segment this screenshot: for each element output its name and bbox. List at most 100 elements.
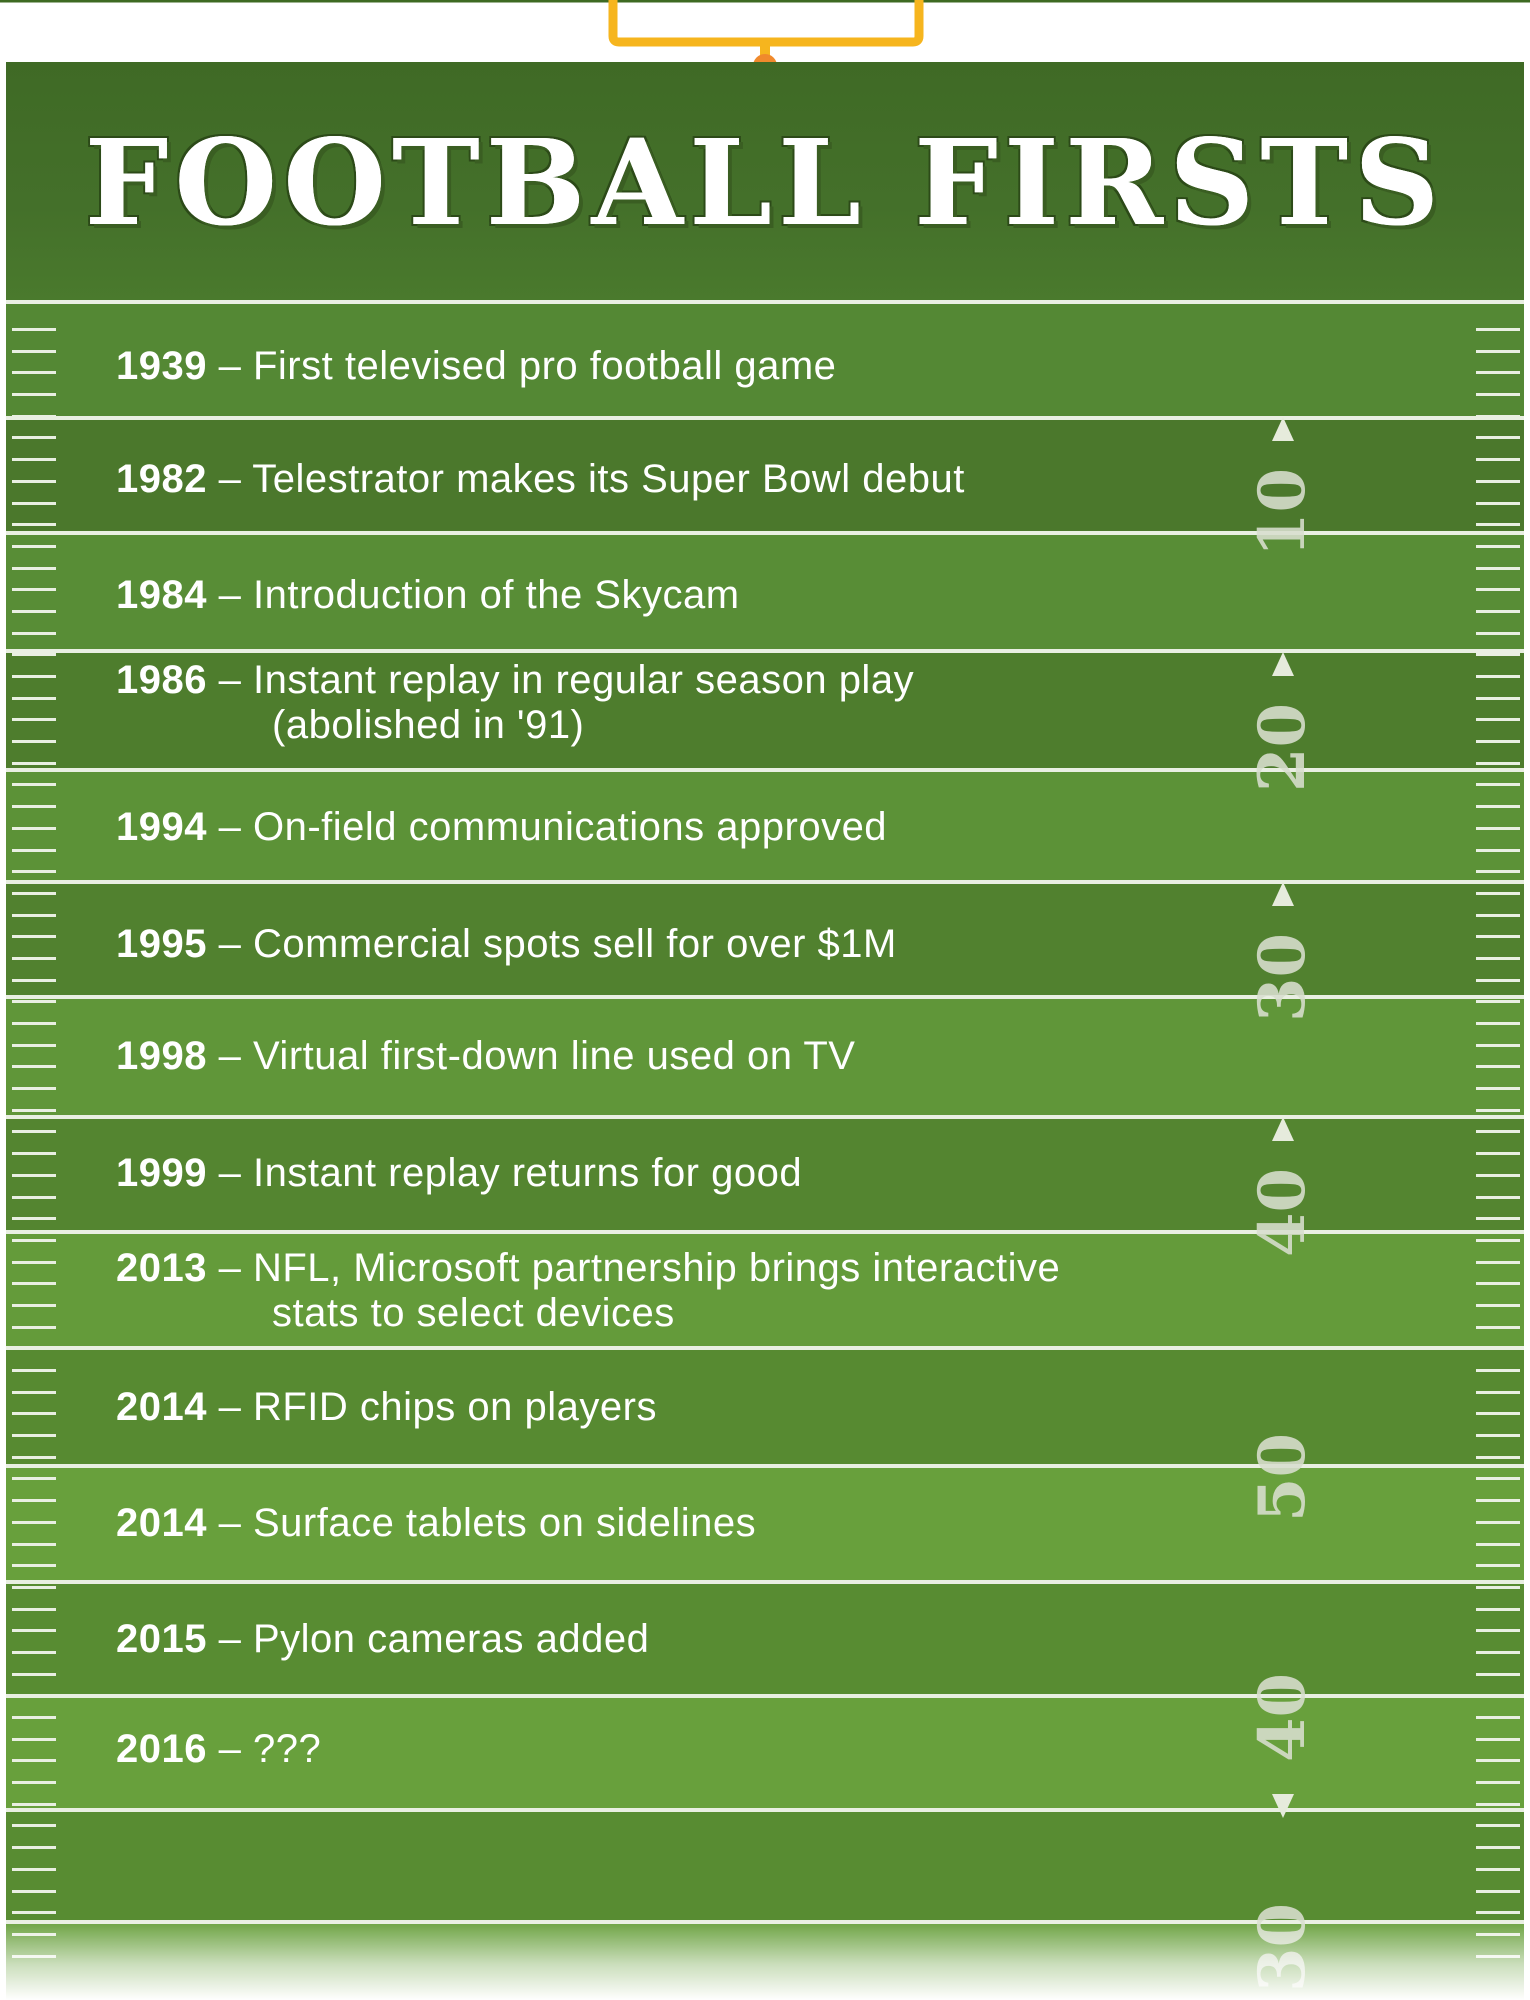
separator-dash: –	[206, 1617, 253, 1661]
hash-mark	[1476, 1629, 1520, 1633]
hash-mark	[1476, 1607, 1520, 1611]
event-text: Pylon cameras added	[252, 1617, 650, 1661]
hash-mark	[1476, 805, 1520, 809]
hash-mark	[12, 414, 56, 418]
hash-mark	[1476, 1542, 1520, 1546]
hash-mark	[1476, 696, 1520, 700]
hash-mark	[1476, 609, 1520, 613]
separator-dash: –	[206, 344, 253, 388]
bottom-fade	[6, 1920, 1524, 2000]
field-stripe	[6, 1582, 1524, 1696]
hash-mark	[1476, 501, 1520, 505]
arrow-down-icon	[1272, 1794, 1294, 1818]
event-year: 1994	[116, 805, 207, 849]
timeline-entry: 1986 – Instant replay in regular season …	[116, 658, 914, 748]
hash-mark	[12, 501, 56, 505]
page-title: FOOTBALL FIRSTS	[84, 113, 1446, 252]
hash-mark	[12, 1065, 56, 1069]
yard-line	[6, 995, 1524, 999]
hash-mark	[12, 783, 56, 787]
timeline-entry: 1994 – On-field communications approved	[116, 805, 887, 850]
hash-mark	[12, 1087, 56, 1091]
event-text: ???	[252, 1727, 322, 1771]
event-year: 1939	[116, 344, 207, 388]
hash-mark	[12, 1781, 56, 1785]
hash-mark	[1476, 1065, 1520, 1069]
yard-number: 10	[1245, 467, 1320, 557]
arrow-up-icon	[1272, 1117, 1294, 1141]
hash-mark	[1476, 1152, 1520, 1156]
hash-mark	[1476, 1802, 1520, 1806]
separator-dash: –	[206, 457, 253, 501]
hash-mark	[1476, 1889, 1520, 1893]
field-stripe	[6, 1117, 1524, 1232]
yard-number: 40	[1245, 1672, 1320, 1762]
hash-mark	[12, 1824, 56, 1828]
separator-dash: –	[206, 658, 253, 702]
timeline-entry: 2016 – ???	[116, 1727, 321, 1772]
event-text-continued: (abolished in '91)	[272, 703, 585, 747]
hash-mark	[1476, 1369, 1520, 1372]
hash-mark	[12, 523, 56, 527]
yard-number: 40	[1245, 1167, 1320, 1257]
yard-line	[6, 1115, 1524, 1119]
hash-mark	[12, 805, 56, 809]
hash-mark	[1476, 1043, 1520, 1047]
hash-mark	[1476, 1434, 1520, 1438]
field-stripe	[6, 1810, 1524, 1922]
event-text: Surface tablets on sidelines	[252, 1501, 757, 1545]
hash-mark	[1476, 1347, 1520, 1351]
hash-mark	[1476, 1585, 1520, 1589]
hash-mark	[12, 1152, 56, 1156]
hash-mark	[1476, 1781, 1520, 1785]
field-stripe	[6, 1232, 1524, 1348]
hash-mark	[1476, 1260, 1520, 1264]
field-stripe	[6, 1466, 1524, 1582]
hash-mark	[1476, 1672, 1520, 1676]
hash-mark	[12, 1043, 56, 1047]
yard-line	[6, 1580, 1524, 1584]
arrow-up-icon	[1272, 882, 1294, 906]
hash-mark	[1476, 1520, 1520, 1524]
hash-mark	[1476, 349, 1520, 353]
hash-mark	[12, 1217, 56, 1221]
hash-mark	[12, 1759, 56, 1763]
separator-dash: –	[206, 1151, 253, 1195]
hash-mark	[12, 1716, 56, 1719]
hash-mark	[1476, 479, 1520, 483]
hash-mark	[1476, 588, 1520, 592]
hash-mark	[12, 1412, 56, 1416]
hash-mark	[12, 718, 56, 722]
event-text: Introduction of the Skycam	[252, 573, 740, 617]
hash-mark	[1476, 1238, 1520, 1242]
hash-mark	[1476, 1455, 1520, 1459]
hash-mark	[1476, 718, 1520, 722]
field-stripe	[6, 882, 1524, 997]
hash-mark	[1476, 523, 1520, 527]
hash-mark	[12, 1672, 56, 1676]
hash-mark	[1476, 1716, 1520, 1719]
event-text: Commercial spots sell for over $1M	[252, 922, 897, 966]
hash-mark	[12, 826, 56, 830]
hash-mark	[12, 1585, 56, 1589]
event-text-continued: stats to select devices	[272, 1291, 675, 1335]
separator-dash: –	[206, 1501, 253, 1545]
hash-mark	[12, 458, 56, 462]
event-year: 2014	[116, 1501, 207, 1545]
hash-mark	[1476, 1824, 1520, 1828]
hash-mark	[12, 1477, 56, 1481]
hash-mark	[12, 1369, 56, 1372]
hash-mark	[1476, 1911, 1520, 1915]
yard-line	[6, 531, 1524, 535]
hash-mark	[12, 1260, 56, 1264]
hash-mark	[12, 848, 56, 852]
hash-mark	[12, 1867, 56, 1871]
separator-dash: –	[206, 805, 253, 849]
hash-mark	[1476, 631, 1520, 635]
hash-mark	[12, 653, 56, 657]
timeline-entry: 1995 – Commercial spots sell for over $1…	[116, 922, 897, 967]
event-year: 1995	[116, 922, 207, 966]
hash-mark	[12, 1564, 56, 1568]
yard-line	[6, 1346, 1524, 1350]
hash-mark	[12, 479, 56, 483]
